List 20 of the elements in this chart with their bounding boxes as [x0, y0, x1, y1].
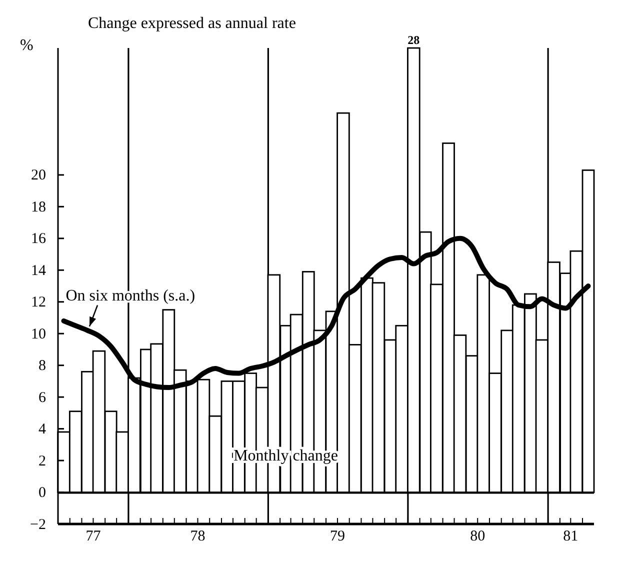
x-tick-label: 81 [563, 528, 578, 545]
y-tick-label: 6 [38, 390, 46, 406]
data-label: 28 [408, 33, 420, 47]
y-tick-label: 12 [31, 294, 46, 311]
y-tick-label: 18 [31, 199, 46, 216]
y-tick-label: −2 [30, 516, 46, 533]
x-tick-label: 78 [190, 528, 206, 545]
y-axis-title: % [20, 37, 34, 54]
y-tick-label: 4 [38, 422, 46, 438]
y-tick-label: 16 [31, 231, 46, 248]
y-tick-label: 14 [31, 262, 46, 279]
y-tick-label: 10 [31, 326, 46, 342]
y-tick-label: 20 [31, 168, 46, 184]
y-tick-label: 0 [38, 485, 46, 502]
x-tick-label: 80 [470, 528, 486, 545]
text: Change expressed as annual rate [88, 15, 296, 32]
x-tick-label: 77 [86, 528, 102, 545]
y-tick-label: 2 [38, 453, 46, 470]
y-tick-label: 8 [38, 358, 46, 374]
x-tick-label: 79 [330, 528, 345, 545]
